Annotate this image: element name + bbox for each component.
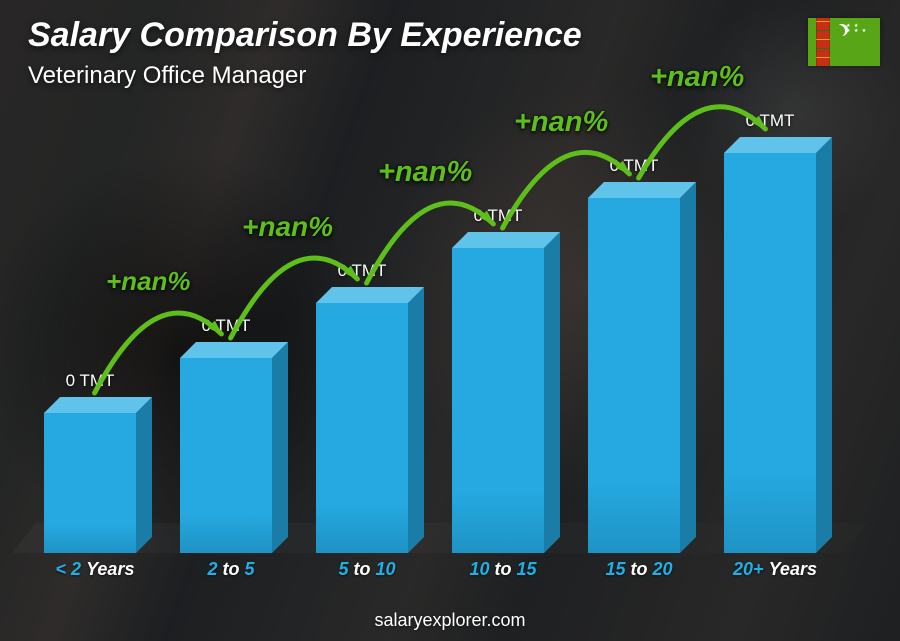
bar-chart: 0 TMT< 2 Years0 TMT2 to 50 TMT5 to 100 T… [30, 110, 850, 581]
flag-turkmenistan: ★ ★★ ★ ★ [808, 18, 880, 66]
chart-title: Salary Comparison By Experience [28, 16, 582, 55]
growth-arc-icon [30, 110, 900, 641]
infographic-stage: Salary Comparison By Experience Veterina… [0, 0, 900, 641]
growth-pct-label: +nan% [650, 61, 744, 94]
chart-subtitle: Veterinary Office Manager [28, 62, 306, 90]
footer-attribution: salaryexplorer.com [0, 610, 900, 631]
flag-carpet-band [816, 18, 830, 66]
flag-stars-icon: ★ ★★ ★ ★ [846, 24, 867, 34]
